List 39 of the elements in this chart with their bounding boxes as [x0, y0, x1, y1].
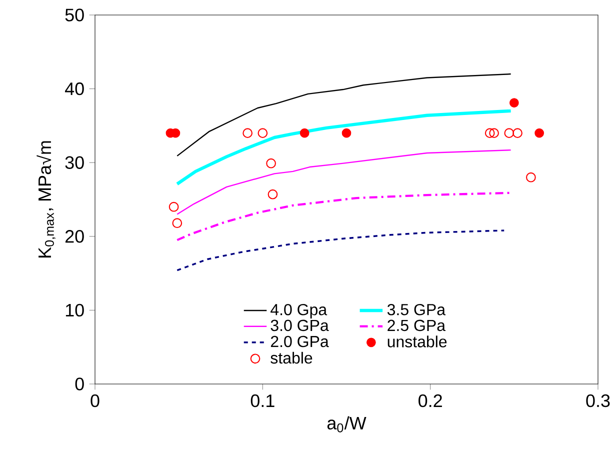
point	[268, 189, 278, 200]
legend-label: 4.0 Gpa	[270, 304, 328, 318]
y-axis-title: K$_{0,max}$, MPa√m	[36, 141, 56, 258]
legend-label: stable	[270, 352, 312, 364]
y-tick-label: 50	[65, 8, 84, 22]
point	[258, 128, 268, 138]
point	[504, 128, 514, 138]
y-tick-label: 10	[66, 304, 84, 317]
x-tick-label: 0.3	[586, 394, 610, 408]
point	[526, 172, 536, 182]
legend-label: 2.0 GPa	[270, 336, 329, 348]
x-tick-label: 0.2	[418, 394, 442, 408]
legend-label: 2.5 GPa	[388, 320, 446, 332]
point	[300, 128, 310, 138]
line-series	[176, 149, 512, 215]
point	[489, 128, 499, 138]
point	[342, 128, 352, 138]
point	[484, 128, 495, 138]
line-series	[176, 230, 505, 272]
x-tick-label: 0	[90, 394, 100, 408]
line-series	[176, 73, 512, 157]
y-tick-label: 30	[65, 156, 84, 169]
legend-label: 3.5 GPa	[387, 304, 446, 316]
y-tick-label: 40	[65, 82, 84, 96]
y-tick-label: 20	[65, 230, 84, 243]
legend-label: 3.0 GPa	[270, 320, 329, 332]
point	[509, 98, 519, 108]
y-tick-label: 0	[75, 378, 84, 390]
point	[512, 128, 522, 138]
point	[172, 218, 182, 228]
line-series	[176, 192, 512, 242]
point	[534, 128, 544, 138]
legend-label: unstable	[388, 336, 447, 348]
line-series	[176, 109, 512, 186]
point	[168, 202, 179, 212]
x-axis-title: a$_{0}$/W	[327, 416, 366, 432]
point	[266, 158, 276, 168]
x-tick-label: 0.1	[250, 394, 274, 408]
point	[242, 128, 253, 138]
